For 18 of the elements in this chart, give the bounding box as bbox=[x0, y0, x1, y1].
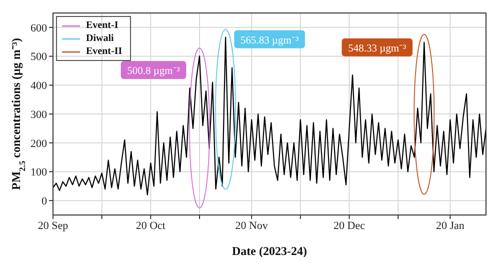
y-tick-label: 200 bbox=[30, 138, 48, 150]
annotation: 548.33 µgm⁻³ bbox=[348, 43, 406, 54]
y-tick-label: 300 bbox=[30, 108, 48, 121]
annotation: Event-II bbox=[86, 45, 122, 58]
annotation: Diwali bbox=[86, 32, 114, 45]
x-tick-label: 20 Sep bbox=[38, 220, 69, 232]
x-tick-label: 20 Oct bbox=[136, 220, 166, 232]
x-tick-label: 20 Dec bbox=[334, 220, 366, 232]
y-tick-label: 600 bbox=[30, 22, 48, 34]
annotation: Event-I bbox=[86, 19, 118, 32]
y-tick-label: 0 bbox=[42, 195, 48, 208]
y-tick-label: 500 bbox=[30, 51, 48, 64]
annotation: 565.83 µgm⁻³ bbox=[240, 35, 299, 46]
x-tick-label: 20 Jan bbox=[436, 220, 465, 232]
y-tick-label: 100 bbox=[30, 166, 48, 179]
x-tick-label: 20 Nov bbox=[235, 220, 268, 232]
y-tick-label: 400 bbox=[30, 80, 48, 92]
annotation: 500.8 µgm⁻³ bbox=[127, 66, 180, 78]
